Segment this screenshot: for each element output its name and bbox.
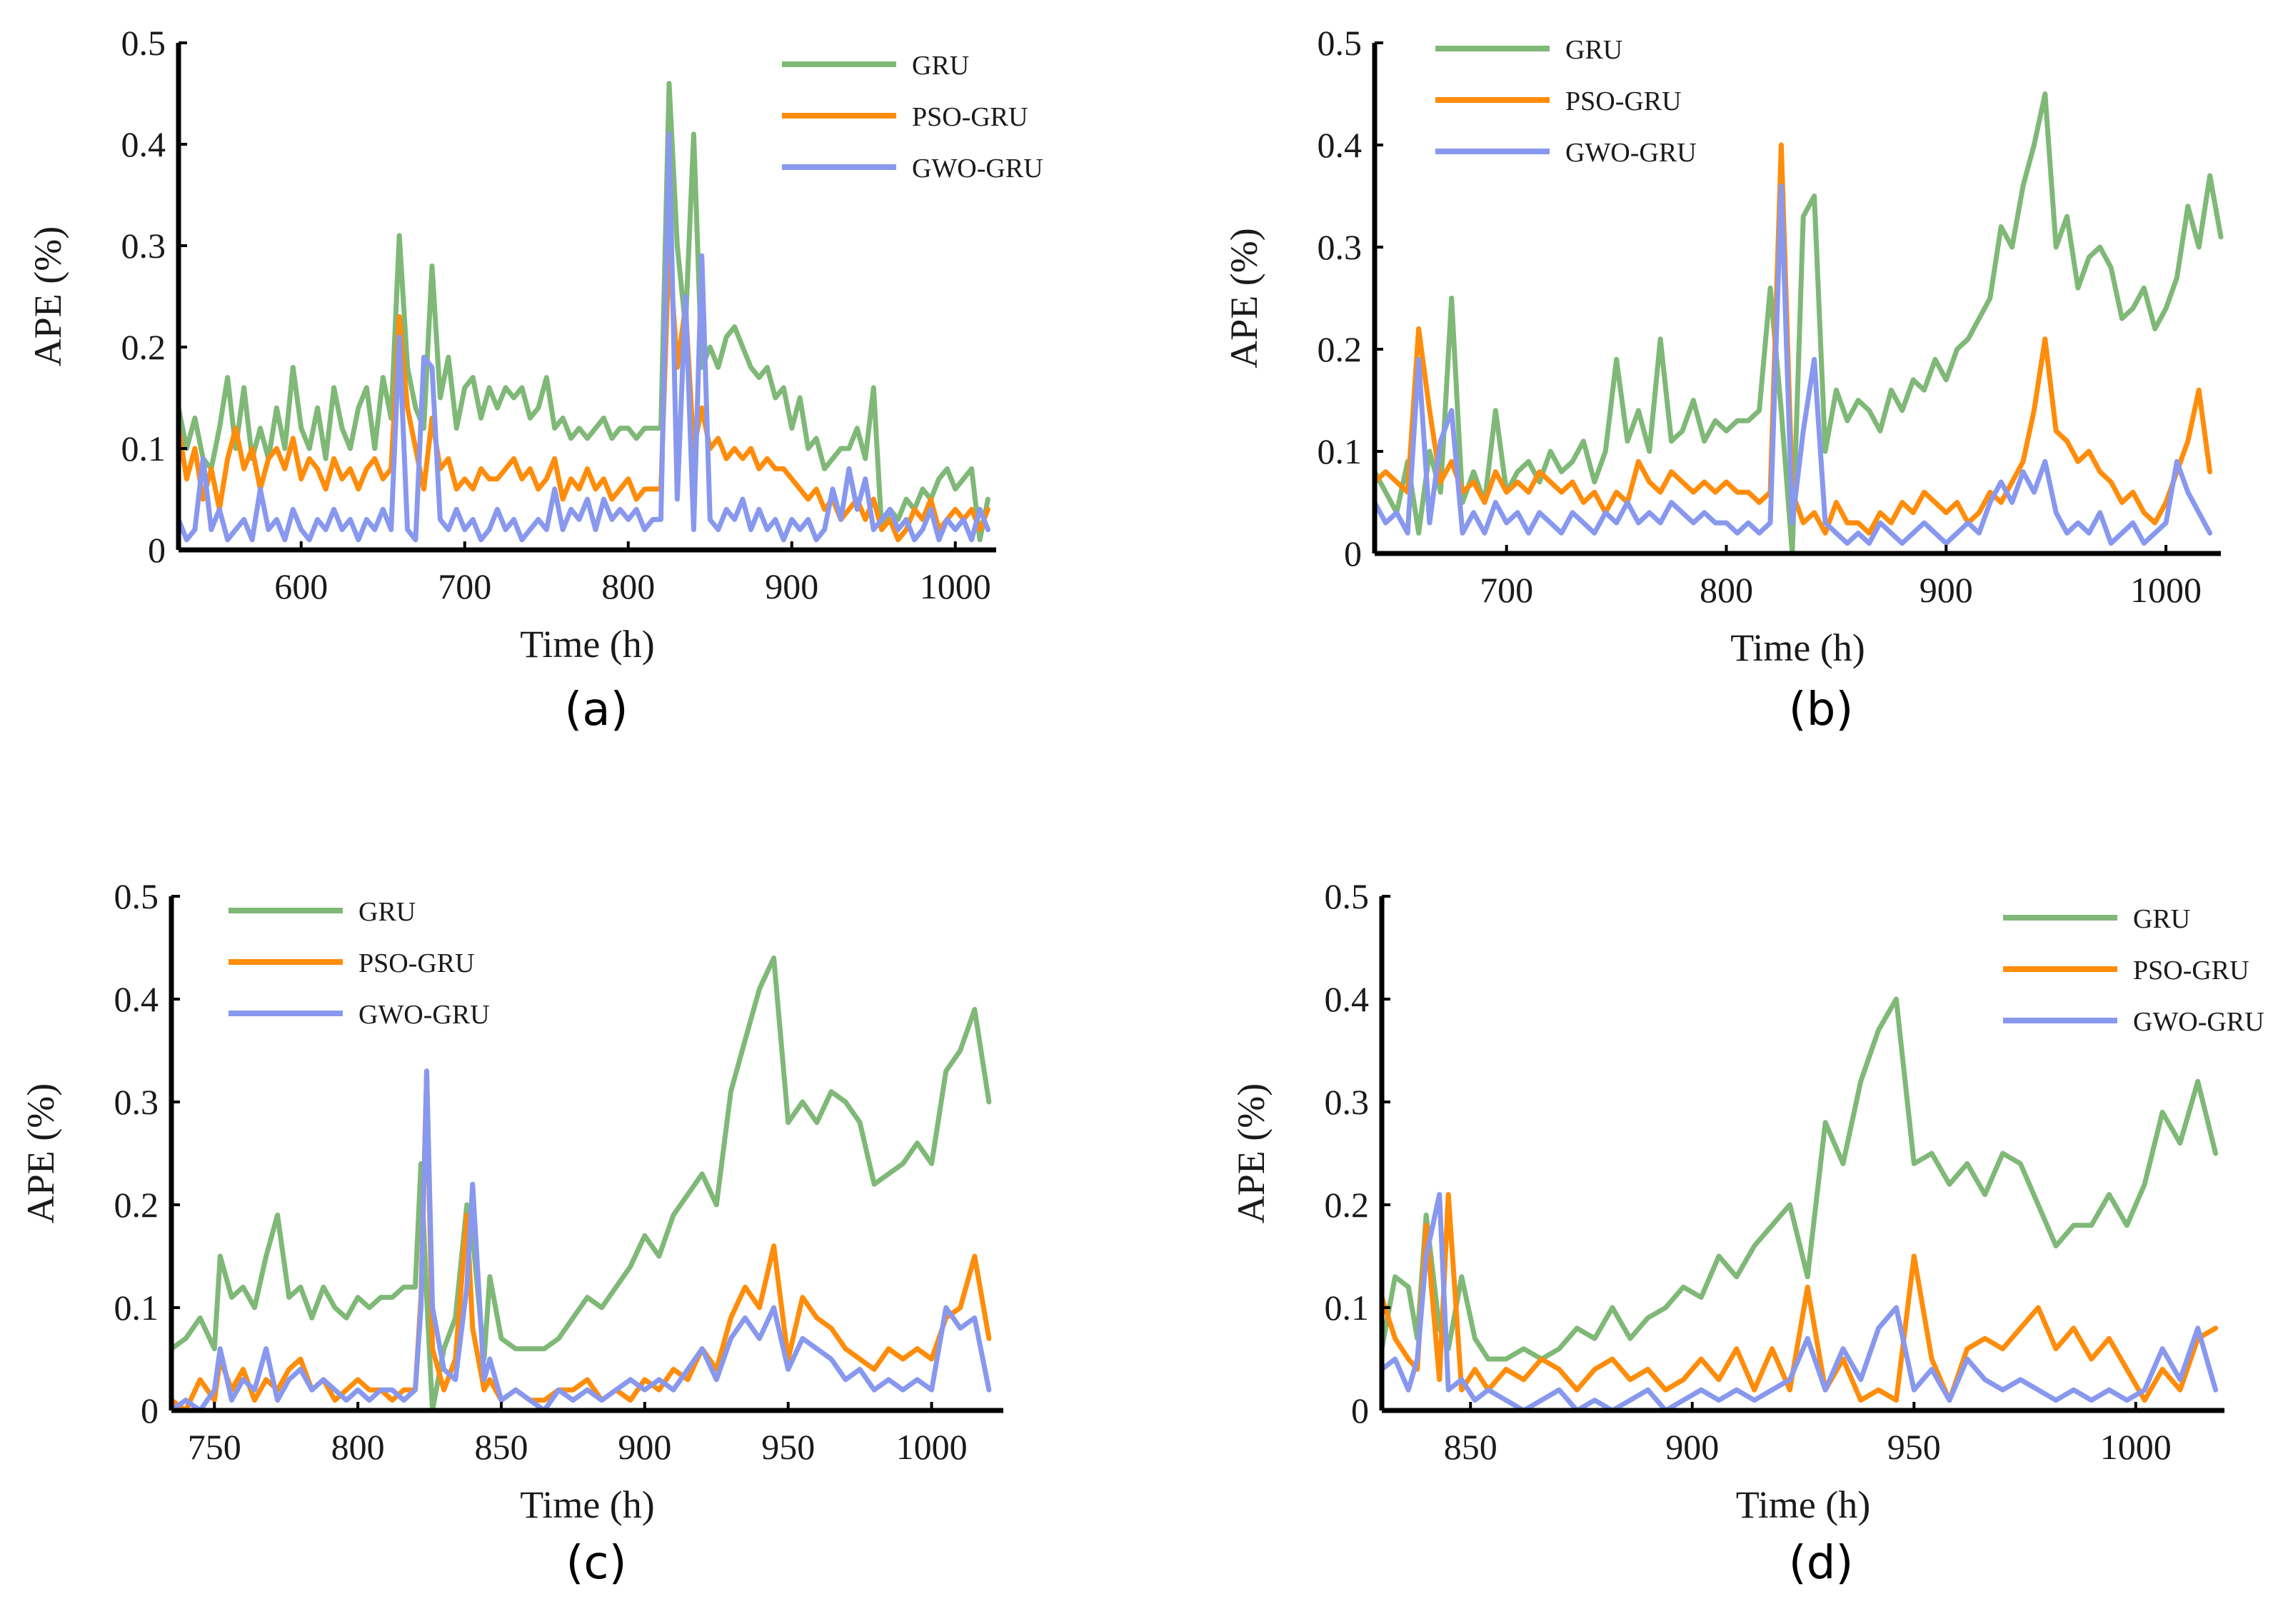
series-line-gru — [171, 955, 992, 1410]
x-axis-label: Time (h) — [1730, 626, 1865, 669]
legend-label: GRU — [358, 897, 416, 927]
legend-label: PSO-GRU — [358, 948, 475, 978]
chart-panel-a: 0 0.1 0.2 0.3 0.4 0.5 600 700 800 900 1000 Time (h)… — [26, 23, 1043, 736]
y-tick-label: 0.1 — [1318, 431, 1363, 471]
x-tick-label: 800 — [331, 1427, 385, 1467]
x-tick-label: 800 — [1700, 570, 1753, 610]
legend-label: GWO-GRU — [358, 1000, 490, 1030]
series-line-gru — [1375, 91, 2224, 553]
y-tick-label: 0.5 — [1318, 23, 1363, 63]
x-tick-label: 900 — [765, 566, 818, 606]
chart-panel-c: 0 0.1 0.2 0.3 0.4 0.5 750 800 850 900 950 1000 Time … — [19, 876, 1003, 1590]
series-line-pso-gru — [179, 243, 990, 543]
x-tick-label: 950 — [1887, 1427, 1941, 1467]
y-tick-label: 0.1 — [121, 428, 166, 468]
y-axis-label: APE (%) — [19, 1083, 62, 1223]
y-tick-label: 0.2 — [121, 327, 166, 367]
x-tick-label: 1000 — [896, 1427, 968, 1467]
x-axis-label: Time (h) — [520, 1483, 655, 1526]
chart-panel-b: 0 0.1 0.2 0.3 0.4 0.5 700 800 900 1000 Time (h) APE… — [1223, 23, 2224, 736]
panel-caption: (a) — [564, 683, 628, 736]
series-line-gwo-gru — [1375, 183, 2213, 546]
y-tick-label: 0.3 — [114, 1082, 159, 1122]
y-tick-label: 0 — [1344, 533, 1362, 573]
legend-label: GWO-GRU — [912, 154, 1043, 184]
y-tick-label: 0.1 — [1325, 1288, 1370, 1328]
x-tick-label: 900 — [618, 1427, 671, 1467]
x-tick-label: 700 — [438, 566, 491, 606]
y-tick-label: 0.1 — [114, 1288, 159, 1328]
legend-label: GRU — [912, 51, 969, 81]
y-tick-label: 0 — [148, 530, 166, 570]
panel-caption: (d) — [1789, 1537, 1854, 1590]
chart-panel-d: 0 0.1 0.2 0.3 0.4 0.5 850 900 950 1000 Time (h) APE… — [1230, 876, 2264, 1590]
series-line-gwo-gru — [179, 131, 990, 543]
series-line-gru — [1382, 996, 2219, 1362]
x-tick-label: 1000 — [2130, 570, 2202, 610]
y-tick-label: 0 — [1351, 1390, 1369, 1430]
series-line-gwo-gru — [1382, 1192, 2219, 1410]
y-tick-label: 0.4 — [1325, 979, 1370, 1019]
x-tick-label: 900 — [1665, 1427, 1719, 1467]
panel-caption: (c) — [566, 1537, 626, 1590]
y-tick-label: 0.3 — [121, 226, 166, 266]
x-tick-label: 850 — [1444, 1427, 1497, 1467]
x-tick-label: 600 — [274, 566, 328, 606]
x-tick-label: 900 — [1920, 570, 1973, 610]
legend-label: GWO-GRU — [2133, 1007, 2264, 1037]
y-tick-label: 0.4 — [121, 124, 166, 164]
y-axis-label: APE (%) — [1230, 1083, 1273, 1223]
y-tick-label: 0 — [141, 1390, 159, 1430]
y-tick-label: 0.4 — [114, 979, 159, 1019]
x-tick-label: 850 — [474, 1427, 528, 1467]
y-tick-label: 0.3 — [1325, 1082, 1370, 1122]
series-line-pso-gru — [1382, 1192, 2219, 1403]
x-axis-label: Time (h) — [520, 623, 655, 666]
y-tick-label: 0.5 — [121, 23, 166, 63]
x-tick-label: 950 — [761, 1427, 815, 1467]
y-tick-label: 0.2 — [1318, 329, 1363, 369]
panel-caption: (b) — [1789, 683, 1854, 736]
y-axis-label: APE (%) — [26, 226, 69, 366]
series-line-gwo-gru — [171, 1068, 992, 1410]
y-axis-label: APE (%) — [1223, 228, 1265, 368]
legend-label: PSO-GRU — [1565, 86, 1682, 116]
y-tick-label: 0.2 — [114, 1185, 159, 1225]
legend-label: PSO-GRU — [2133, 956, 2249, 986]
series-line-gru — [179, 81, 990, 543]
series-line-pso-gru — [171, 1068, 992, 1410]
legend-label: GRU — [2133, 904, 2190, 934]
y-tick-label: 0.2 — [1325, 1185, 1370, 1225]
legend-label: GRU — [1565, 35, 1622, 65]
legend-label: GWO-GRU — [1565, 138, 1697, 168]
x-tick-label: 700 — [1480, 570, 1533, 610]
x-axis-label: Time (h) — [1736, 1483, 1871, 1526]
x-tick-label: 800 — [601, 566, 655, 606]
y-tick-label: 0.5 — [114, 876, 159, 916]
legend-label: PSO-GRU — [912, 102, 1028, 132]
x-tick-label: 1000 — [920, 566, 991, 606]
x-tick-label: 750 — [188, 1427, 241, 1467]
y-tick-label: 0.4 — [1318, 125, 1363, 165]
x-tick-label: 1000 — [2100, 1427, 2172, 1467]
y-tick-label: 0.3 — [1318, 227, 1363, 267]
y-tick-label: 0.5 — [1325, 876, 1370, 916]
